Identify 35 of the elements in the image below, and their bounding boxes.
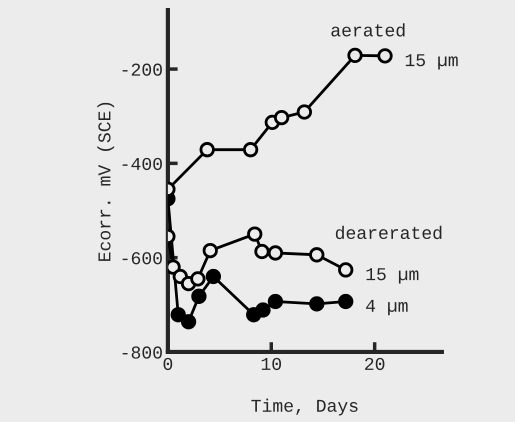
y-tick-label: -400 xyxy=(122,158,162,170)
point xyxy=(202,242,218,258)
y-axis-title: Ecorr. mV (SCE) xyxy=(97,102,114,261)
point xyxy=(200,142,215,158)
point xyxy=(338,294,354,310)
point xyxy=(255,302,271,318)
x-axis-title: Time, Days xyxy=(251,398,358,416)
point xyxy=(180,314,196,330)
point xyxy=(254,244,270,260)
point xyxy=(274,110,290,126)
point xyxy=(247,226,262,242)
y-tick-label: -600 xyxy=(122,252,162,264)
point xyxy=(338,262,354,278)
point xyxy=(309,296,324,312)
point xyxy=(347,48,363,64)
series-label: 15 µm xyxy=(366,268,418,284)
point xyxy=(377,48,393,64)
point xyxy=(296,104,312,120)
y-tick-label: -800 xyxy=(122,346,162,359)
point xyxy=(309,247,324,262)
x-tick-label: 0 xyxy=(164,358,172,370)
point xyxy=(190,271,206,287)
annotation: aerated xyxy=(331,23,405,37)
series-label: 15 µm xyxy=(406,54,458,70)
point xyxy=(268,294,284,310)
point xyxy=(242,142,258,158)
point xyxy=(268,245,284,261)
annotation: dearerated xyxy=(336,226,442,240)
series-label: 4 µm xyxy=(366,300,408,316)
point xyxy=(206,268,222,284)
y-tick-label: -200 xyxy=(122,64,162,76)
point xyxy=(170,307,186,322)
point xyxy=(191,288,207,304)
x-tick-label: 20 xyxy=(365,358,384,370)
x-tick-label: 10 xyxy=(262,358,281,370)
